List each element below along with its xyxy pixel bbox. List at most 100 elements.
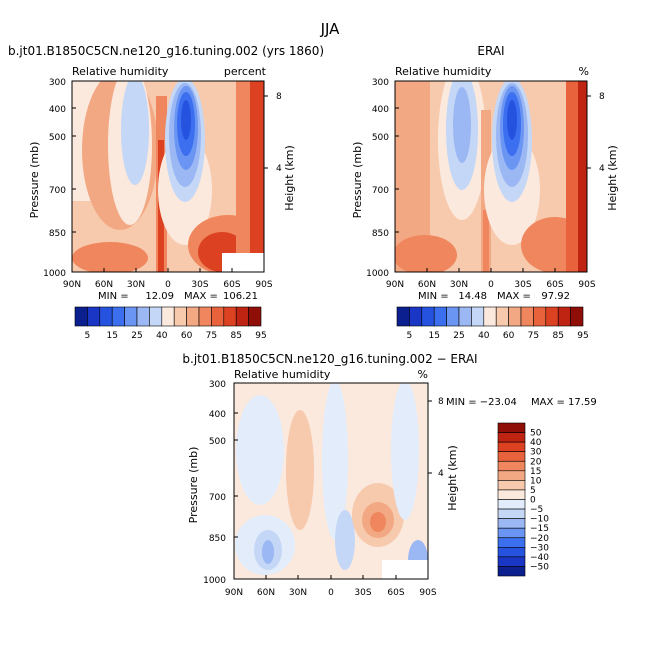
field-north-dry2	[453, 87, 471, 163]
field-pole-core	[578, 81, 587, 272]
x-tick: 60N	[418, 280, 436, 290]
panel-erai-min-value: 14.48	[458, 291, 487, 302]
field-dry-5	[507, 100, 517, 140]
colorbar-swatch	[497, 537, 526, 548]
x-tick: 90N	[225, 588, 243, 598]
x-tick: 90S	[419, 588, 436, 598]
panel-erai-ylabel: Pressure (mb)	[351, 142, 364, 219]
right-tick: 8	[276, 92, 282, 102]
colorbar-swatch	[545, 306, 559, 327]
colorbar-label: 20	[530, 457, 542, 467]
y-tick: 300	[49, 78, 66, 88]
colorbar-swatch	[497, 556, 526, 567]
panel-diff-subtitle-right: %	[418, 368, 428, 381]
right-tick: 4	[276, 164, 282, 174]
colorbar-label: 60	[503, 331, 515, 341]
colorbar-label: −10	[530, 515, 549, 525]
y-tick: 850	[49, 229, 66, 239]
colorbar-label: 10	[530, 476, 542, 486]
colorbar-label: 75	[528, 331, 539, 341]
x-tick: 60N	[257, 588, 275, 598]
colorbar-swatch	[483, 306, 497, 327]
colorbar-label: 15	[530, 467, 541, 477]
colorbar-label: 40	[530, 438, 542, 448]
field-low-band	[72, 242, 148, 272]
field-low-band	[395, 235, 457, 272]
panel-diff-min: MIN = −23.04	[446, 397, 517, 408]
colorbar-swatch	[149, 306, 163, 327]
colorbar-swatch	[223, 306, 237, 327]
panel-diff-xticks: 90N 60N 30N 0 30S 60S 90S	[225, 575, 437, 598]
colorbar-swatch	[497, 480, 526, 491]
colorbar-swatch	[497, 508, 526, 519]
y-tick: 300	[372, 78, 389, 88]
colorbar-swatch	[87, 306, 101, 327]
panel-model-xticks: 90N 60N 30N 0 30S 60S 90S	[63, 268, 273, 290]
panel-model-subtitle-left: Relative humidity	[72, 65, 169, 78]
field-itcz-core	[483, 210, 489, 272]
season-title: JJA	[320, 20, 341, 38]
field-pos-mid	[286, 410, 314, 530]
panel-erai-max-label: MAX =	[497, 291, 531, 302]
colorbar-label: 50	[530, 429, 542, 439]
colorbar-swatch	[570, 306, 584, 327]
colorbar-swatch	[446, 306, 460, 327]
colorbar-swatch	[248, 306, 262, 327]
panel-model-title: b.jt01.B1850C5CN.ne120_g16.tuning.002 (y…	[8, 44, 324, 58]
colorbar-swatch	[533, 306, 547, 327]
panel-erai-max-value: 97.92	[541, 291, 570, 302]
colorbar-swatch	[497, 566, 526, 577]
x-tick: 30N	[289, 588, 307, 598]
colorbar-label: 85	[230, 331, 241, 341]
colorbar-swatch	[497, 451, 526, 462]
panel-model-right-axis: 8 4	[264, 92, 282, 174]
panel-model-max-label: MAX =	[184, 291, 218, 302]
colorbar-swatch	[497, 527, 526, 539]
panel-model-subtitle-right: percent	[224, 65, 267, 78]
colorbar-swatch	[495, 306, 509, 327]
colorbar-swatch	[497, 422, 526, 433]
colorbar-label: 25	[131, 331, 142, 341]
colorbar-label: −40	[530, 553, 549, 563]
x-tick: 90N	[63, 280, 81, 290]
panel-diff-ylabel: Pressure (mb)	[187, 447, 200, 524]
y-tick: 400	[49, 105, 66, 115]
colorbar-swatch	[186, 306, 200, 327]
colorbar-label: 15	[106, 331, 117, 341]
colorbar-swatch	[520, 306, 534, 327]
field-antarctic-mask	[382, 560, 428, 579]
colorbar-label: 5	[530, 486, 536, 496]
y-tick: 500	[372, 133, 389, 143]
x-tick: 60S	[546, 280, 563, 290]
colorbar-swatch	[396, 306, 410, 327]
x-tick: 60S	[223, 280, 240, 290]
colorbar-label: 25	[453, 331, 464, 341]
x-tick: 30S	[514, 280, 531, 290]
colorbar-swatch	[111, 306, 125, 327]
panel-model-yticks: 300 400 500 700 850 1000	[43, 78, 76, 279]
field-neg-low3	[262, 540, 274, 564]
x-tick: 30S	[354, 588, 371, 598]
colorbar-swatch	[235, 306, 249, 327]
colorbar-label: 95	[255, 331, 266, 341]
y-tick: 700	[209, 493, 226, 503]
colorbar-swatch	[458, 306, 472, 327]
colorbar-swatch	[497, 441, 526, 452]
panel-diff-title: b.jt01.B1850C5CN.ne120_g16.tuning.002 − …	[182, 352, 477, 366]
colorbar-label: 15	[428, 331, 439, 341]
panel-diff-yticks: 300 400 500 700 850 1000	[203, 380, 238, 586]
colorbar-swatch	[124, 306, 138, 327]
colorbar-swatch	[497, 518, 526, 529]
panel-diff: b.jt01.B1850C5CN.ne120_g16.tuning.002 − …	[182, 352, 596, 598]
panel-diff-ylabel-right: Height (km)	[446, 445, 459, 511]
colorbar-swatch	[433, 306, 447, 327]
y-tick: 700	[372, 186, 389, 196]
x-tick: 90S	[255, 280, 272, 290]
x-tick: 30N	[450, 280, 468, 290]
panel-diff-field	[234, 383, 428, 579]
colorbar-swatch	[471, 306, 485, 327]
field-antarctic-mask	[222, 253, 264, 272]
field-neg-eq	[322, 383, 348, 540]
colorbar-label: −50	[530, 562, 549, 572]
